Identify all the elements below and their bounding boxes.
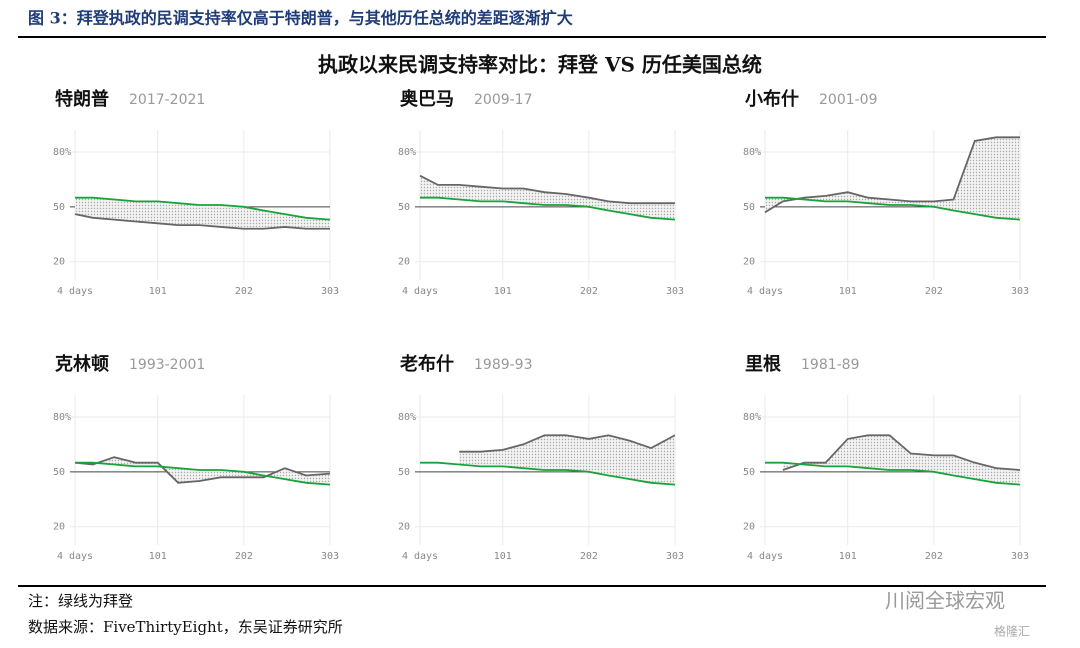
watermark: 川阅全球宏观 (885, 589, 1005, 613)
x-tick-label: 4 days (402, 551, 438, 562)
panel-subtitle: 1989-93 (474, 357, 533, 373)
x-tick-label: 4 days (57, 551, 93, 562)
x-tick-label: 303 (666, 286, 684, 297)
x-tick-label: 4 days (747, 286, 783, 297)
y-tick-label: 20 (53, 257, 65, 268)
x-tick-label: 202 (925, 551, 943, 562)
y-tick-label: 20 (398, 257, 410, 268)
panel-subtitle: 2017-2021 (129, 92, 205, 108)
x-tick-label: 303 (321, 286, 339, 297)
y-tick-label: 50 (53, 467, 65, 478)
panel-subtitle: 2001-09 (819, 92, 878, 108)
logo: 格隆汇 (994, 624, 1030, 639)
line (75, 461, 331, 486)
x-tick-label: 202 (235, 286, 253, 297)
gap-area (420, 175, 675, 220)
line (74, 456, 331, 484)
x-tick-label: 4 days (402, 286, 438, 297)
panel: 小布什 2001-09 4 days 101 202 303 20 50 80% (743, 88, 1029, 297)
panel-subtitle: 1981-89 (801, 357, 860, 373)
y-tick-label: 50 (398, 467, 410, 478)
gap-area (765, 137, 1020, 220)
gap-area (75, 457, 330, 485)
line (419, 174, 675, 205)
gap-area (75, 197, 330, 229)
charts: 特朗普 2017-2021 4 days 101 202 303 20 50 80% 奥巴马 200… (53, 88, 1029, 562)
x-tick-label: 101 (494, 551, 512, 562)
panel: 克林顿 1993-2001 4 days 101 202 303 20 50 80% (53, 353, 339, 562)
x-tick-label: 202 (580, 551, 598, 562)
x-tick-label: 303 (321, 551, 339, 562)
x-tick-label: 4 days (747, 551, 783, 562)
source: 数据来源：FiveThirtyEight，东吴证券研究所 (28, 618, 343, 636)
panel-title: 里根 (745, 353, 781, 375)
x-tick-label: 202 (235, 551, 253, 562)
x-tick-label: 101 (149, 286, 167, 297)
line (765, 196, 1021, 221)
y-tick-label: 50 (743, 467, 755, 478)
figure-title: 图 3：拜登执政的民调支持率仅高于特朗普，与其他历任总统的差距逐渐扩大 (28, 9, 573, 28)
line (75, 196, 331, 221)
x-tick-label: 4 days (57, 286, 93, 297)
x-tick-label: 101 (839, 286, 857, 297)
x-tick-label: 101 (839, 551, 857, 562)
x-tick-label: 303 (1011, 551, 1029, 562)
y-tick-label: 50 (398, 202, 410, 213)
line (459, 434, 676, 453)
y-tick-label: 20 (743, 522, 755, 533)
panel: 里根 1981-89 4 days 101 202 303 20 50 80% (743, 353, 1029, 562)
chart-title: 执政以来民调支持率对比：拜登 VS 历任美国总统 (318, 53, 762, 77)
x-tick-label: 303 (1011, 286, 1029, 297)
x-tick-label: 101 (494, 286, 512, 297)
y-tick-label: 50 (743, 202, 755, 213)
y-tick-label: 80% (398, 412, 416, 423)
y-tick-label: 20 (53, 522, 65, 533)
y-tick-label: 20 (398, 522, 410, 533)
line (765, 461, 1021, 486)
gap-area (459, 435, 675, 485)
y-tick-label: 80% (53, 147, 71, 158)
line (74, 213, 330, 230)
panel-subtitle: 2009-17 (474, 92, 533, 108)
panel: 奥巴马 2009-17 4 days 101 202 303 20 50 80% (398, 88, 684, 297)
line (420, 196, 676, 221)
y-tick-label: 80% (53, 412, 71, 423)
y-tick-label: 50 (53, 202, 65, 213)
x-tick-label: 202 (580, 286, 598, 297)
y-tick-label: 80% (398, 147, 416, 158)
panel-subtitle: 1993-2001 (129, 357, 205, 373)
y-tick-label: 80% (743, 412, 761, 423)
panel-title: 奥巴马 (400, 88, 454, 110)
y-tick-label: 80% (743, 147, 761, 158)
panel-title: 老布什 (400, 353, 454, 375)
line (782, 434, 1021, 471)
gap-area (782, 435, 1020, 485)
x-tick-label: 202 (925, 286, 943, 297)
panel-title: 小布什 (745, 88, 799, 110)
panel: 老布什 1989-93 4 days 101 202 303 20 50 80% (398, 353, 684, 562)
line (764, 136, 1020, 214)
line (420, 461, 676, 486)
panel-title: 克林顿 (55, 353, 109, 375)
note: 注：绿线为拜登 (28, 592, 133, 610)
panel-title: 特朗普 (55, 88, 109, 110)
x-tick-label: 101 (149, 551, 167, 562)
y-tick-label: 20 (743, 257, 755, 268)
x-tick-label: 303 (666, 551, 684, 562)
panel: 特朗普 2017-2021 4 days 101 202 303 20 50 80% (53, 88, 339, 297)
